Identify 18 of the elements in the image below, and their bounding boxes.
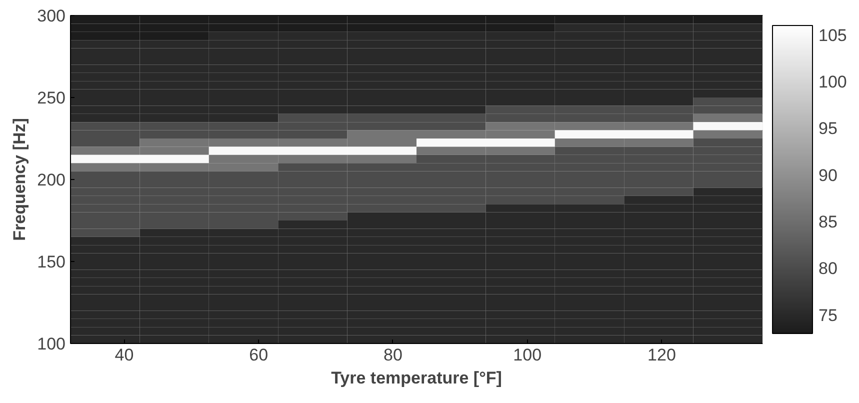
x-tick-label: 60	[249, 346, 268, 364]
x-tick-label: 80	[384, 346, 402, 364]
color-bar-label: 85	[818, 212, 838, 232]
y-axis-title: Frequency [Hz]	[10, 118, 30, 241]
x-tick-label: 120	[648, 346, 676, 364]
color-bar-label: 75	[818, 306, 838, 325]
x-tick-label: 100	[513, 346, 542, 364]
color-bar-label: 80	[818, 259, 838, 278]
y-tick-label: 250	[37, 88, 66, 108]
y-tick-label: 150	[37, 252, 66, 272]
x-tick-label: 40	[114, 346, 134, 364]
color-bar-label: 95	[818, 119, 838, 138]
color-bar-label: 90	[818, 166, 838, 185]
color-bar-label: 100	[818, 72, 847, 92]
y-tick-label: 300	[37, 6, 66, 26]
color-bar-label: 105	[818, 26, 847, 45]
y-tick-label: 200	[37, 170, 66, 190]
x-axis-title: Tyre temperature [°F]	[331, 368, 502, 388]
